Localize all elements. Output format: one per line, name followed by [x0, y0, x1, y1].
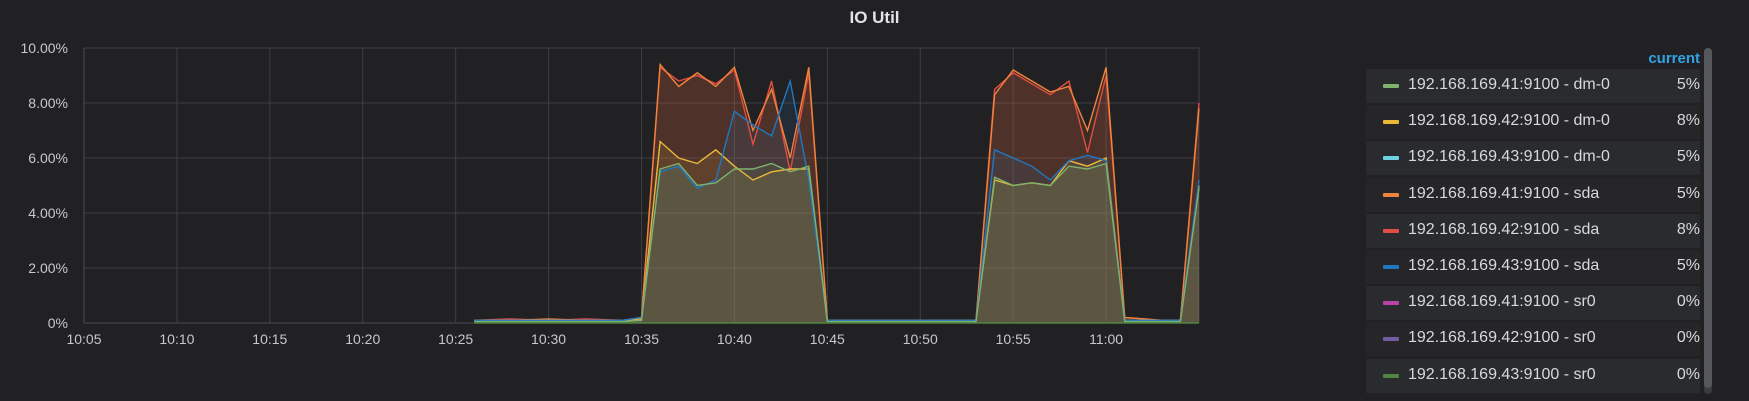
legend-item-current-value: 0% [1676, 293, 1700, 311]
legend-item[interactable]: 192.168.169.43:9100 - sr0 0% [1366, 358, 1700, 393]
legend-color-swatch [1383, 301, 1399, 306]
x-tick-label: 10:50 [903, 331, 938, 347]
legend-color-swatch [1383, 228, 1399, 233]
y-tick-label: 4.00% [28, 205, 68, 221]
legend-item[interactable]: 192.168.169.42:9100 - sda 8% [1366, 213, 1700, 248]
legend-item-name: 192.168.169.41:9100 - dm-0 [1408, 76, 1610, 93]
legend-color-swatch [1383, 192, 1399, 197]
legend-item-current-value: 5% [1676, 184, 1700, 202]
x-tick-label: 10:20 [345, 331, 380, 347]
x-tick-label: 10:55 [996, 331, 1031, 347]
legend-item-name: 192.168.169.42:9100 - sr0 [1408, 329, 1596, 347]
legend-color-swatch [1383, 156, 1399, 161]
chart-lines [474, 62, 1200, 324]
legend-color-swatch [1383, 265, 1399, 269]
legend-item-current-value: 0% [1676, 365, 1700, 383]
legend-item[interactable]: 192.168.169.42:9100 - dm-0 8% [1366, 105, 1700, 140]
x-tick-label: 10:25 [438, 331, 473, 347]
legend-color-swatch [1383, 373, 1399, 378]
x-axis: 10:05 10:10 10:15 10:20 10:25 10:30 10:35 10:40… [66, 331, 1123, 347]
legend-item[interactable]: 192.168.169.41:9100 - sda 5% [1366, 177, 1700, 212]
legend-item-name: 192.168.169.43:9100 - sr0 [1408, 365, 1596, 383]
legend-color-swatch [1383, 84, 1399, 88]
series-line [474, 162, 1200, 323]
legend-item[interactable]: 192.168.169.42:9100 - sr0 0% [1366, 322, 1700, 357]
y-tick-label: 8.00% [28, 95, 68, 111]
legend-item[interactable]: 192.168.169.43:9100 - dm-0 5% [1366, 141, 1700, 176]
y-tick-label: 2.00% [28, 260, 68, 276]
x-tick-label: 10:10 [159, 331, 194, 347]
x-tick-label: 10:40 [717, 331, 752, 347]
legend-item[interactable]: 192.168.169.41:9100 - sr0 0% [1366, 286, 1700, 321]
legend-item-name: 192.168.169.42:9100 - dm-0 [1408, 112, 1610, 130]
y-axis: 0% 2.00% 4.00% 6.00% 8.00% 10.00% [21, 40, 68, 331]
x-tick-label: 10:35 [624, 331, 659, 347]
legend-item[interactable]: 192.168.169.41:9100 - dm-0 5% [1366, 69, 1700, 103]
y-tick-label: 0% [48, 315, 68, 331]
legend-color-swatch [1383, 337, 1399, 342]
legend-color-swatch [1383, 120, 1399, 125]
legend-item-name: 192.168.169.43:9100 - sda [1408, 257, 1600, 274]
y-tick-label: 10.00% [21, 40, 68, 56]
x-tick-label: 10:05 [66, 331, 101, 347]
legend-item-name: 192.168.169.43:9100 - dm-0 [1408, 148, 1610, 166]
legend-item-current-value: 8% [1676, 112, 1700, 130]
legend-item-name: 192.168.169.42:9100 - sda [1408, 220, 1600, 238]
legend-item-current-value: 5% [1676, 76, 1700, 93]
legend-scrollbar-thumb[interactable] [1704, 48, 1712, 388]
x-tick-label: 10:30 [531, 331, 566, 347]
legend-item-name: 192.168.169.41:9100 - sr0 [1408, 293, 1596, 311]
series-area [474, 163, 1199, 323]
x-tick-label: 10:15 [252, 331, 287, 347]
legend-item-current-value: 5% [1676, 148, 1700, 166]
legend-item-name: 192.168.169.41:9100 - sda [1408, 184, 1600, 202]
x-tick-label: 10:45 [810, 331, 845, 347]
panel-title: IO Util [849, 8, 900, 27]
legend-item-current-value: 0% [1676, 329, 1700, 347]
y-tick-label: 6.00% [28, 150, 68, 166]
legend-header-current[interactable]: current [1648, 50, 1700, 67]
legend-item[interactable]: 192.168.169.43:9100 - sda 5% [1366, 250, 1700, 284]
legend-item-current-value: 5% [1676, 257, 1700, 274]
x-tick-label: 11:00 [1089, 331, 1123, 347]
series-area [474, 81, 1199, 323]
legend-item-current-value: 8% [1676, 220, 1700, 238]
